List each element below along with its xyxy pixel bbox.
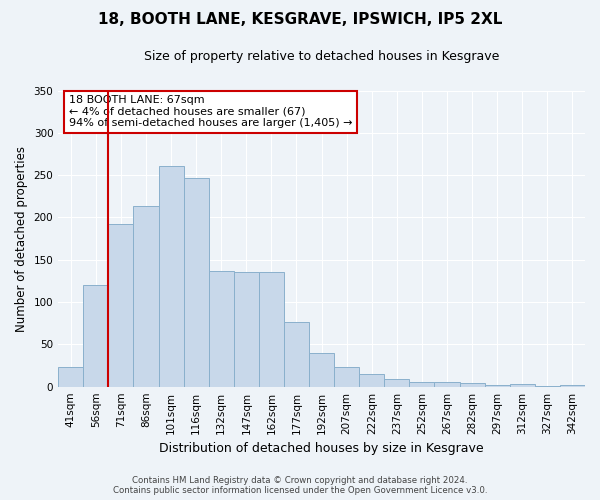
Bar (334, 367, 359, 386)
Text: Contains HM Land Registry data © Crown copyright and database right 2024.
Contai: Contains HM Land Registry data © Crown c… (113, 476, 487, 495)
Y-axis label: Number of detached properties: Number of detached properties (15, 146, 28, 332)
Bar (359, 374, 385, 386)
Bar (184, 178, 209, 386)
Title: Size of property relative to detached houses in Kesgrave: Size of property relative to detached ho… (144, 50, 499, 63)
Bar (209, 271, 234, 386)
Bar (158, 166, 184, 386)
Bar (385, 379, 409, 386)
Text: 18, BOOTH LANE, KESGRAVE, IPSWICH, IP5 2XL: 18, BOOTH LANE, KESGRAVE, IPSWICH, IP5 2… (98, 12, 502, 28)
Bar (510, 384, 535, 386)
Bar (109, 224, 133, 386)
Bar (259, 272, 284, 386)
Bar (83, 285, 109, 386)
X-axis label: Distribution of detached houses by size in Kesgrave: Distribution of detached houses by size … (159, 442, 484, 455)
Bar (309, 353, 334, 386)
Bar (434, 382, 460, 386)
Text: 18 BOOTH LANE: 67sqm
← 4% of detached houses are smaller (67)
94% of semi-detach: 18 BOOTH LANE: 67sqm ← 4% of detached ho… (69, 95, 352, 128)
Bar (409, 382, 434, 386)
Bar (485, 385, 510, 386)
Bar (133, 206, 158, 386)
Bar (234, 272, 259, 386)
Bar (460, 384, 485, 386)
Bar (58, 367, 83, 386)
Bar (284, 322, 309, 386)
Bar (560, 385, 585, 386)
